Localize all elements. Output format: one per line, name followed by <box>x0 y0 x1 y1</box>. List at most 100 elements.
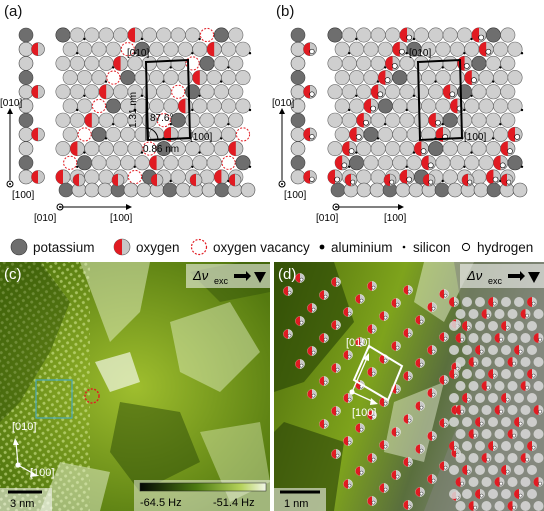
surface-atom <box>185 112 201 128</box>
surface-atom <box>170 169 186 185</box>
surface-atom <box>485 84 501 100</box>
panel-b-cell-100: [100] <box>464 132 486 143</box>
surface-atom <box>221 70 237 86</box>
surface-atom <box>356 55 372 71</box>
surface-atom <box>62 70 78 86</box>
potassium-atom <box>485 27 501 43</box>
overlay-atom <box>475 465 485 475</box>
surface-atom <box>149 41 165 57</box>
overlay-atom <box>507 477 518 487</box>
overlay-atom <box>449 465 459 475</box>
oxygen-vacancy <box>142 141 157 156</box>
surface-atom <box>206 155 222 171</box>
scan-direction-icon <box>508 271 525 281</box>
overlay-atom <box>481 333 492 343</box>
overlay-atom <box>468 477 479 487</box>
oxygen-half <box>99 84 107 99</box>
aluminium-atom <box>140 94 144 98</box>
surface-atom <box>55 84 71 100</box>
surface-atom <box>98 169 114 185</box>
potassium-atom <box>105 98 121 114</box>
surface-atom <box>493 98 509 114</box>
side-atom <box>486 182 502 198</box>
hydrogen-atom <box>492 176 499 183</box>
aluminium-atom <box>355 37 358 41</box>
aluminium-atom <box>355 151 358 154</box>
legend: potassium oxygen oxygen vacancy aluminiu… <box>0 234 544 260</box>
hydrogen-atom <box>309 48 315 55</box>
aluminium-atom <box>412 94 416 98</box>
hydrogen-atom <box>334 176 340 183</box>
oxygen-half <box>214 169 222 185</box>
hydrogen-atom <box>370 105 376 112</box>
side-atom <box>290 112 306 128</box>
side-atom <box>330 182 346 198</box>
panel-b-side-view-column <box>290 27 317 185</box>
overlay-atom <box>494 501 505 511</box>
aluminium-atom <box>441 66 444 69</box>
overlay-atom <box>501 369 511 379</box>
overlay-atom <box>462 441 472 451</box>
panel-b-bottom-010: [010] <box>316 213 338 224</box>
surface-atom <box>464 41 480 57</box>
surface-atom <box>55 112 71 128</box>
overlay-atom <box>455 501 466 511</box>
surface-atom <box>413 84 429 100</box>
oxygen-vacancy <box>77 127 92 142</box>
surface-atom <box>185 141 201 157</box>
surface-atom <box>192 41 208 57</box>
surface-atom <box>435 41 451 57</box>
overlay-atom <box>488 465 498 475</box>
hydrogen-atom <box>506 179 512 185</box>
surface-atom <box>428 27 444 43</box>
surface-atom <box>464 155 480 171</box>
overlay-atom <box>507 333 518 343</box>
oxygen-half <box>335 155 343 170</box>
surface-atom <box>406 155 422 171</box>
oxygen-half <box>421 155 429 170</box>
side-atom <box>18 112 34 128</box>
hydrogen-atom <box>467 179 473 185</box>
surface-atom <box>84 27 100 43</box>
overlay-atom <box>488 321 498 331</box>
surface-atom <box>177 155 193 171</box>
side-atom <box>290 141 306 156</box>
surface-atom <box>163 98 179 114</box>
side-atom <box>434 182 450 198</box>
panel-d-frequency-shift-map: [010] [100] 1 nm Δν exc <box>274 262 544 511</box>
surface-atom <box>127 141 143 157</box>
side-atom <box>18 141 34 156</box>
aluminium-atom <box>441 123 444 126</box>
panel-d-afm-image: [010] [100] 1 nm Δν exc (d) <box>274 262 544 511</box>
aluminium-atom <box>405 52 408 55</box>
surface-atom <box>356 27 372 43</box>
side-atom <box>447 182 463 198</box>
aluminium-atom <box>133 52 136 55</box>
aluminium-atom <box>412 37 416 41</box>
surface-atom <box>156 55 172 71</box>
overlay-atom <box>475 393 485 403</box>
potassium-atom <box>392 70 408 86</box>
oxygen-half <box>112 174 118 186</box>
panel-d-unit-cell <box>352 344 404 402</box>
oxygen-half <box>113 56 121 71</box>
surface-atom <box>235 70 251 86</box>
surface-atom <box>91 155 107 171</box>
surface-atom <box>156 27 172 43</box>
panel-b-top-010: [010] <box>409 48 431 59</box>
overlay-atom <box>449 393 459 403</box>
hydrogen-atom <box>355 134 362 140</box>
overlay-atom <box>494 429 505 439</box>
potassium-icon <box>10 238 28 256</box>
surface-atom <box>228 27 244 43</box>
aluminium-atom <box>112 123 115 126</box>
panel-a-length-b: 0.86 nm <box>143 144 179 155</box>
overlay-atom <box>520 477 531 487</box>
side-atom <box>84 182 100 198</box>
aluminium-atom <box>140 37 144 41</box>
side-atom <box>395 182 411 198</box>
surface-atom <box>163 70 179 86</box>
surface-atom <box>105 155 121 171</box>
surface-atom <box>105 41 121 57</box>
surface-atom <box>69 55 85 71</box>
